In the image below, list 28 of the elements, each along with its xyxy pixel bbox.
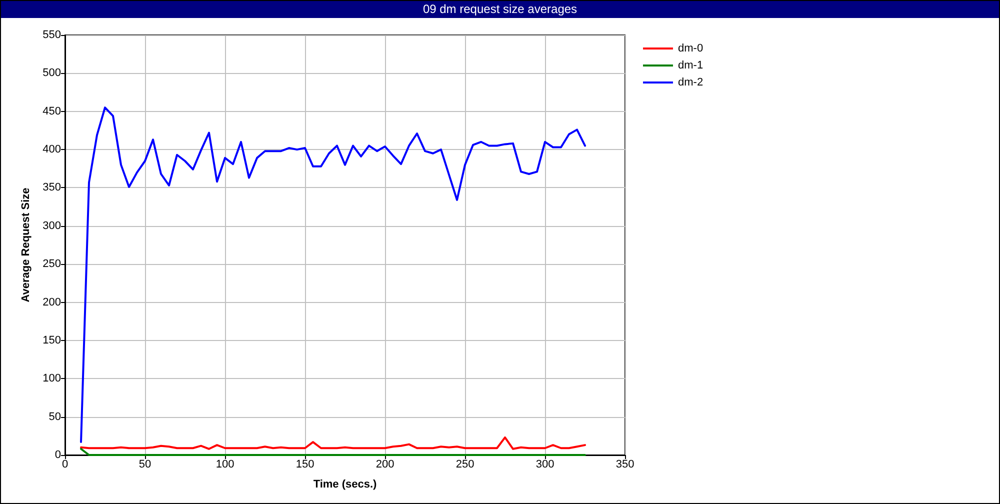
line-series (80, 106, 586, 444)
y-tick-label: 250 (42, 258, 61, 270)
y-tick-label: 0 (54, 449, 61, 461)
x-tick-label: 250 (456, 458, 474, 470)
x-tick-label: 150 (296, 458, 314, 470)
y-tick-label: 200 (42, 296, 61, 308)
x-tick-label: 100 (216, 458, 234, 470)
line-series (80, 436, 586, 450)
y-axis-title: Average Request Size (20, 188, 32, 302)
x-tick-label: 300 (536, 458, 554, 470)
x-tick-label: 50 (138, 458, 152, 470)
y-tick-label: 300 (42, 220, 61, 232)
y-tick-label: 550 (42, 29, 61, 41)
x-tick-label: 200 (376, 458, 394, 470)
y-tick-label: 500 (42, 67, 61, 80)
y-tick-label: 100 (42, 372, 61, 385)
y-tick-label: 350 (42, 182, 61, 194)
x-tick-label: 350 (616, 458, 634, 470)
x-axis-title: Time (secs.) (313, 478, 378, 490)
legend-label: dm-2 (678, 76, 704, 88)
chart-title: 09 dm request size averages (1, 1, 999, 18)
y-tick-label: 400 (42, 144, 61, 156)
legend-label: dm-0 (678, 42, 704, 54)
legend-label: dm-1 (678, 60, 704, 72)
y-tick-label: 150 (42, 334, 61, 346)
y-tick-label: 450 (42, 105, 61, 118)
x-tick-label: 0 (62, 458, 68, 470)
y-tick-label: 50 (48, 410, 61, 423)
